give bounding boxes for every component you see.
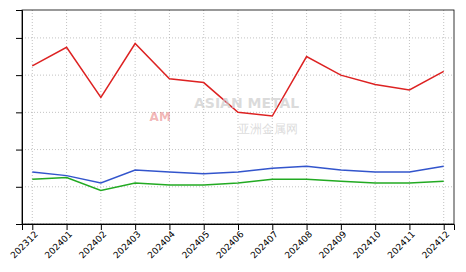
watermark: AM [150, 110, 171, 124]
y-tick-mark [16, 187, 22, 188]
x-tick-label: 202411 [386, 229, 417, 260]
grid-line [409, 10, 410, 224]
x-tick-label: 202403 [111, 229, 142, 260]
x-tick: 202402 [77, 224, 108, 261]
series-line [32, 177, 443, 190]
grid-line [135, 10, 136, 224]
x-tick: 202404 [146, 224, 178, 261]
grid-line [22, 75, 454, 76]
plot-frame [22, 10, 454, 224]
grid [22, 10, 454, 224]
x-tick: 202412 [420, 224, 451, 261]
y-tick-mark [16, 224, 22, 225]
x-tick-label: 202312 [9, 229, 40, 260]
grid-line [340, 10, 341, 224]
x-tick-label: 202405 [180, 229, 211, 260]
x-tick-label: 202409 [317, 229, 349, 261]
x-tick-label: 202401 [43, 229, 74, 260]
series-line [32, 43, 443, 116]
series-line [32, 166, 443, 183]
x-tick-label: 202410 [351, 229, 383, 261]
grid-line [306, 10, 307, 224]
x-tick-label: 202402 [77, 229, 108, 260]
x-tick: 202407 [249, 224, 280, 261]
x-tick: 202411 [386, 224, 417, 261]
watermark: 亚洲金属网 [238, 122, 298, 136]
x-tick: 202406 [214, 224, 246, 261]
y-tick [16, 224, 22, 225]
y-tick-mark [16, 38, 22, 39]
y-axis [16, 11, 23, 225]
y-tick [16, 187, 22, 188]
x-tick-label: 202406 [214, 229, 246, 261]
x-tick-label: 202407 [249, 229, 280, 260]
grid-line [203, 10, 204, 224]
x-tick: 202410 [351, 224, 383, 261]
x-tick: 202409 [317, 224, 349, 261]
y-tick-mark [16, 150, 22, 151]
y-tick [16, 112, 22, 113]
x-tick-label: 202412 [420, 229, 451, 260]
plot: 2023122024012024022024032024042024052024… [9, 10, 455, 261]
x-tick: 202408 [283, 224, 315, 261]
grid-line [272, 10, 273, 224]
y-tick [16, 150, 22, 151]
x-axis: 2023122024012024022024032024042024052024… [9, 224, 455, 261]
grid-line [100, 10, 101, 224]
y-axis-line [16, 11, 23, 225]
x-tick: 202403 [111, 224, 142, 261]
y-tick [16, 38, 22, 39]
x-tick-label: 202404 [146, 229, 178, 261]
lines [32, 43, 443, 190]
grid-line [375, 10, 376, 224]
y-tick [16, 75, 22, 76]
grid-line [443, 10, 444, 224]
y-tick-mark [16, 112, 22, 113]
x-tick: 202401 [43, 224, 74, 261]
annotations: ASIAN METAL 亚洲金属网 AM [150, 95, 300, 136]
grid-line [238, 10, 239, 224]
grid-line [22, 149, 454, 150]
watermark: ASIAN METAL [194, 95, 299, 111]
chart: 2023122024012024022024032024042024052024… [0, 0, 466, 272]
x-tick: 202405 [180, 224, 211, 261]
y-tick-mark [16, 75, 22, 76]
grid-line [66, 10, 67, 224]
grid-line [32, 10, 33, 224]
x-tick-label: 202408 [283, 229, 315, 261]
x-tick: 202312 [9, 224, 40, 261]
